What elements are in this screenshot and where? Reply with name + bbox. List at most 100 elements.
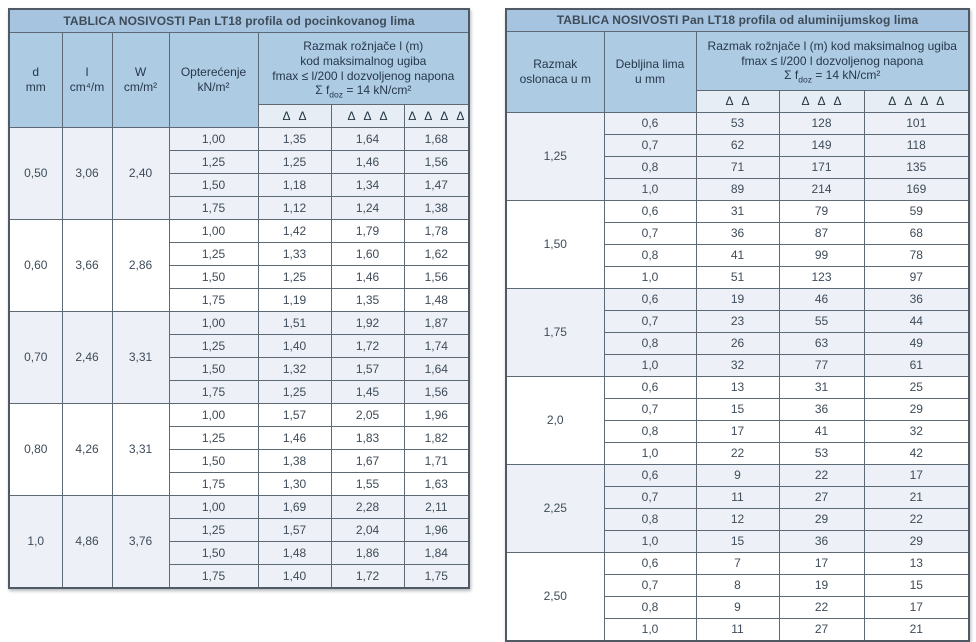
modulus-cell: 3,31 (111, 311, 170, 404)
value-cell: 17 (863, 596, 970, 619)
span-cell: 2,50 (505, 552, 605, 642)
header-line: cm/m² (123, 80, 158, 94)
value-cell: 101 (863, 112, 970, 135)
value-cell: 1,18 (257, 173, 332, 197)
header-line: I (85, 65, 89, 80)
value-cell: 1,56 (403, 150, 470, 174)
thickness-cell: 1,0 (603, 530, 697, 553)
span-cell: 2,0 (505, 376, 605, 465)
value-cell: 1,72 (330, 564, 405, 589)
load-cell: 1,25 (168, 242, 259, 266)
modulus-cell: 2,40 (111, 127, 170, 220)
value-cell: 1,68 (403, 127, 470, 151)
sigma-prefix: Σ f (784, 68, 799, 83)
thickness-cell: 1,0 (603, 178, 697, 201)
value-cell: 1,57 (330, 357, 405, 381)
header-line: fmax ≤ l/200 l dozvoljenog napona (741, 53, 924, 68)
value-cell: 123 (778, 266, 865, 289)
thickness-cell: 0,6 (603, 376, 697, 399)
value-cell: 29 (863, 398, 970, 421)
value-cell: 1,96 (403, 518, 470, 542)
value-cell: 1,46 (257, 426, 332, 450)
header-support-spacing: Razmak oslonaca u m (505, 31, 605, 113)
value-cell: 89 (695, 178, 780, 201)
load-cell: 1,00 (168, 127, 259, 151)
span-cell: 1,25 (505, 112, 605, 201)
inertia-cell: 3,66 (61, 219, 113, 312)
thickness-cell: 0,6 (603, 552, 697, 575)
value-cell: 1,82 (403, 426, 470, 450)
value-cell: 41 (695, 244, 780, 267)
value-cell: 61 (863, 354, 970, 377)
thickness-cell: 0,6 (603, 288, 697, 311)
value-cell: 8 (695, 574, 780, 597)
header-load: Opterećenje kN/m² (168, 32, 259, 128)
sigma-subscript: doz (798, 74, 812, 85)
value-cell: 22 (778, 464, 865, 487)
value-cell: 19 (695, 288, 780, 311)
load-cell: 1,75 (168, 564, 259, 589)
value-cell: 1,30 (257, 472, 332, 496)
value-cell: 1,35 (330, 288, 405, 312)
value-cell: 1,56 (403, 265, 470, 289)
value-cell: 1,34 (330, 173, 405, 197)
value-cell: 1,60 (330, 242, 405, 266)
value-cell: 36 (863, 288, 970, 311)
value-cell: 171 (778, 156, 865, 179)
load-cell: 1,50 (168, 449, 259, 473)
value-cell: 1,57 (257, 403, 332, 427)
load-cell: 1,00 (168, 311, 259, 335)
d-cell: 0,50 (8, 127, 63, 220)
load-cell: 1,50 (168, 357, 259, 381)
load-cell: 1,75 (168, 380, 259, 404)
value-cell: 62 (695, 134, 780, 157)
thickness-cell: 0,8 (603, 244, 697, 267)
thickness-cell: 0,8 (603, 420, 697, 443)
sigma-suffix: = 14 kN/cm² (343, 83, 412, 98)
value-cell: 1,47 (403, 173, 470, 197)
value-cell: 1,42 (257, 219, 332, 243)
inertia-cell: 2,46 (61, 311, 113, 404)
thickness-cell: 1,0 (603, 266, 697, 289)
table-title: TABLICA NOSIVOSTI Pan LT18 profila od po… (8, 8, 470, 33)
load-cell: 1,00 (168, 403, 259, 427)
inertia-cell: 4,26 (61, 403, 113, 496)
thickness-cell: 0,7 (603, 398, 697, 421)
modulus-cell: 2,86 (111, 219, 170, 312)
value-cell: 7 (695, 552, 780, 575)
value-cell: 32 (863, 420, 970, 443)
value-cell: 1,86 (330, 541, 405, 565)
header-line: u mm (635, 72, 665, 86)
header-purlin-spacing: Razmak rožnjače l (m) kod maksimalnog ug… (257, 32, 470, 105)
load-cell: 1,50 (168, 541, 259, 565)
header-line: Razmak rožnjače l (m) (303, 39, 424, 54)
value-cell: 12 (695, 508, 780, 531)
sigma-prefix: Σ f (315, 83, 330, 98)
value-cell: 59 (863, 200, 970, 223)
value-cell: 1,84 (403, 541, 470, 565)
value-cell: 9 (695, 464, 780, 487)
value-cell: 1,46 (330, 150, 405, 174)
header-line: W (134, 65, 147, 80)
span-cell: 2,25 (505, 464, 605, 553)
value-cell: 55 (778, 310, 865, 333)
value-cell: 13 (695, 376, 780, 399)
load-cell: 1,50 (168, 265, 259, 289)
value-cell: 27 (778, 618, 865, 642)
inertia-cell: 3,06 (61, 127, 113, 220)
value-cell: 2,05 (330, 403, 405, 427)
value-cell: 78 (863, 244, 970, 267)
value-cell: 23 (695, 310, 780, 333)
value-cell: 1,57 (257, 518, 332, 542)
value-cell: 17 (695, 420, 780, 443)
supports-3-icon: Δ Δ Δ (778, 90, 865, 113)
value-cell: 118 (863, 134, 970, 157)
thickness-cell: 0,7 (603, 574, 697, 597)
value-cell: 25 (863, 376, 970, 399)
header-line: kN/m² (197, 80, 230, 94)
value-cell: 169 (863, 178, 970, 201)
value-cell: 11 (695, 486, 780, 509)
value-cell: 22 (778, 596, 865, 619)
value-cell: 128 (778, 112, 865, 135)
value-cell: 1,40 (257, 334, 332, 358)
